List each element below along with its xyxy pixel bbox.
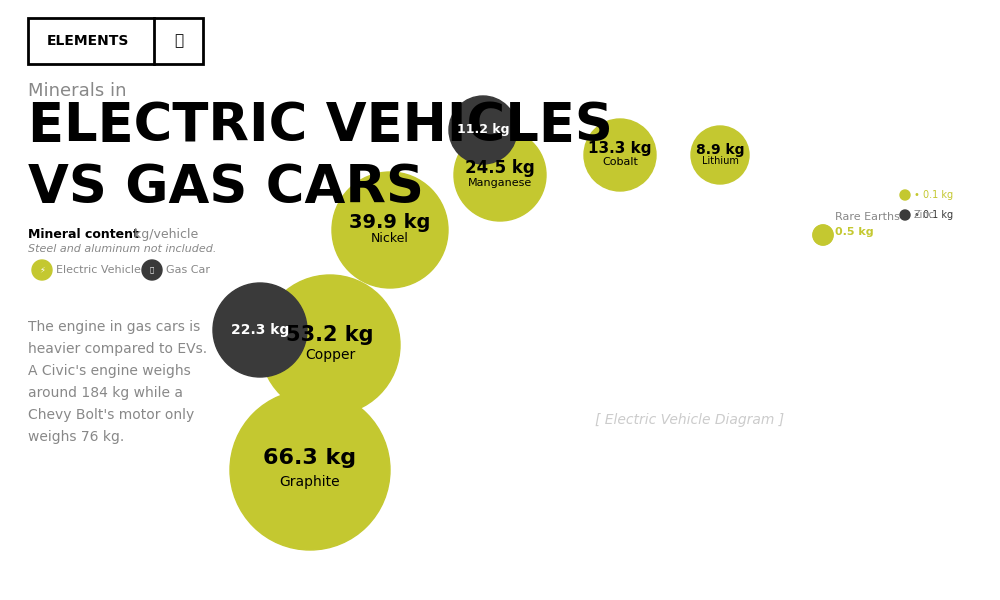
Text: Graphite: Graphite <box>280 475 340 489</box>
Circle shape <box>213 283 307 377</box>
Text: Lithium: Lithium <box>702 156 738 166</box>
Text: 39.9 kg: 39.9 kg <box>349 212 431 232</box>
Text: ELECTRIC VEHICLES: ELECTRIC VEHICLES <box>28 100 613 152</box>
Text: 8.9 kg: 8.9 kg <box>696 143 744 157</box>
Text: The engine in gas cars is: The engine in gas cars is <box>28 320 200 334</box>
Text: Cobalt: Cobalt <box>602 157 638 167</box>
Text: 🚗: 🚗 <box>174 34 183 49</box>
Text: Mineral content: Mineral content <box>28 228 139 241</box>
Text: Chevy Bolt's motor only: Chevy Bolt's motor only <box>28 408 194 422</box>
Text: 22.3 kg: 22.3 kg <box>231 323 289 337</box>
Text: kg/vehicle: kg/vehicle <box>130 228 198 241</box>
Circle shape <box>900 210 910 220</box>
Text: Rare Earths: Rare Earths <box>835 212 900 222</box>
Text: 53.2 kg: 53.2 kg <box>286 325 374 345</box>
Text: Steel and aluminum not included.: Steel and aluminum not included. <box>28 244 216 254</box>
Text: heavier compared to EVs.: heavier compared to EVs. <box>28 342 207 356</box>
Circle shape <box>454 129 546 221</box>
Text: Gas Car: Gas Car <box>166 265 210 275</box>
Text: around 184 kg while a: around 184 kg while a <box>28 386 183 400</box>
Circle shape <box>230 390 390 550</box>
Text: VS GAS CARS: VS GAS CARS <box>28 162 424 214</box>
Text: ELEMENTS: ELEMENTS <box>46 34 129 48</box>
Text: 0.5 kg: 0.5 kg <box>835 227 874 237</box>
Text: ⚡: ⚡ <box>39 265 45 275</box>
Text: Minerals in: Minerals in <box>28 82 126 100</box>
Circle shape <box>691 126 749 184</box>
Text: [ Electric Vehicle Diagram ]: [ Electric Vehicle Diagram ] <box>595 413 785 427</box>
Text: Copper: Copper <box>305 348 355 362</box>
Text: weighs 76 kg.: weighs 76 kg. <box>28 430 124 444</box>
Text: • 0.1 kg: • 0.1 kg <box>914 210 953 220</box>
Text: ⛽: ⛽ <box>150 266 154 274</box>
Circle shape <box>584 119 656 191</box>
Text: A Civic's engine weighs: A Civic's engine weighs <box>28 364 191 378</box>
Circle shape <box>142 260 162 280</box>
Text: 24.5 kg: 24.5 kg <box>465 159 535 177</box>
Circle shape <box>813 225 833 245</box>
Text: Manganese: Manganese <box>468 178 532 188</box>
Circle shape <box>900 190 910 200</box>
Circle shape <box>260 275 400 415</box>
Text: Zinc: Zinc <box>914 210 935 220</box>
Circle shape <box>449 96 517 164</box>
Text: Nickel: Nickel <box>371 232 409 245</box>
FancyBboxPatch shape <box>28 18 203 64</box>
Text: 66.3 kg: 66.3 kg <box>263 448 357 468</box>
Text: 13.3 kg: 13.3 kg <box>588 142 652 157</box>
Circle shape <box>332 172 448 288</box>
Text: Electric Vehicle: Electric Vehicle <box>56 265 141 275</box>
Circle shape <box>813 225 833 245</box>
Text: 11.2 kg: 11.2 kg <box>457 124 509 136</box>
Circle shape <box>32 260 52 280</box>
Text: • 0.1 kg: • 0.1 kg <box>914 190 953 200</box>
